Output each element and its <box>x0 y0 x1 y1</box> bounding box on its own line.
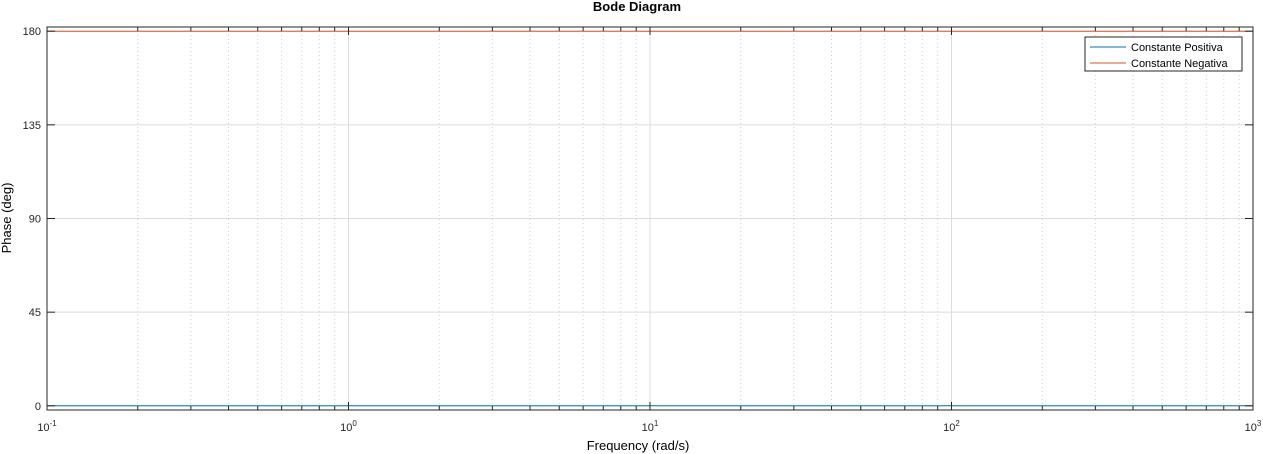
x-tick-labels: 10-1 100 101 102 103 <box>37 419 1262 434</box>
y-axis-title: Phase (deg) <box>0 183 14 254</box>
x-tick-label: 102 <box>943 419 960 434</box>
x-tick-label: 103 <box>1245 419 1262 434</box>
grid <box>46 27 1253 410</box>
legend-entry: Constante Negativa <box>1131 58 1228 70</box>
legend-box <box>1084 36 1243 72</box>
y-tick-label: 90 <box>29 214 41 226</box>
x-axis-title: Frequency (rad/s) <box>587 438 690 453</box>
legend-entry: Constante Positiva <box>1131 42 1224 54</box>
axis-ticks <box>46 27 1254 410</box>
y-tick-label: 0 <box>35 401 41 413</box>
y-tick-labels: 0 45 90 135 180 <box>23 26 41 413</box>
y-tick-label: 180 <box>23 26 41 38</box>
x-tick-label: 10-1 <box>37 419 57 434</box>
y-tick-label: 135 <box>23 120 41 132</box>
legend: Constante Positiva Constante Negativa <box>1084 36 1243 72</box>
y-tick-label: 45 <box>29 307 41 319</box>
chart-title: Bode Diagram <box>593 0 681 14</box>
x-tick-label: 101 <box>642 419 659 434</box>
x-tick-label: 100 <box>340 419 357 434</box>
